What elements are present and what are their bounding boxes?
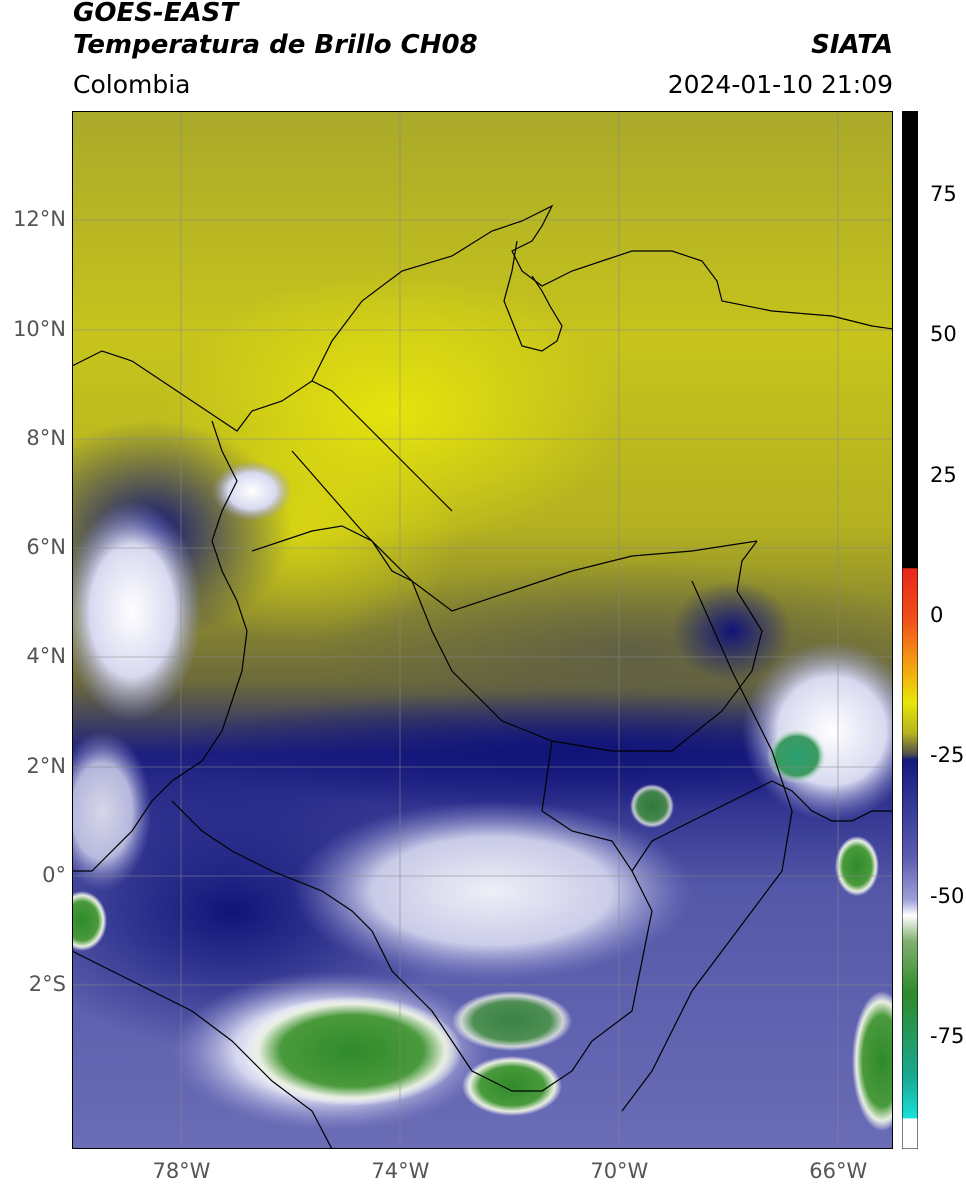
satellite-title: GOES-EAST [73, 0, 239, 28]
colorbar-tick-label: 75 [930, 182, 957, 207]
satellite-map [72, 111, 893, 1149]
colorbar-tick-label: 50 [930, 322, 957, 347]
cloud-top [72, 501, 202, 721]
lat-tick-label: 12°N [13, 207, 66, 232]
colorbar-tick-label: 25 [930, 462, 957, 487]
product-title: Temperatura de Brillo CH08 [73, 30, 478, 60]
cold-core [242, 996, 462, 1106]
graticule [72, 111, 893, 1149]
lat-tick-label: 6°N [26, 535, 66, 560]
colorbar-tick-label: 0 [930, 602, 944, 627]
colorbar-tick-label: -25 [930, 743, 965, 768]
lat-tick-label: 10°N [13, 316, 66, 341]
agency-label: SIATA [811, 30, 893, 60]
lat-tick-label: 8°N [26, 425, 66, 450]
lon-tick-label: 78°W [152, 1159, 211, 1183]
lat-tick-label: 2°S [28, 972, 66, 997]
region-label: Colombia [73, 70, 191, 99]
lat-tick-label: 4°N [26, 644, 66, 669]
lat-tick-label: 0° [42, 862, 66, 887]
colorbar [902, 111, 918, 1149]
cold-band [152, 691, 893, 811]
colorbar-tick-label: -50 [930, 883, 965, 908]
lon-tick-label: 70°W [590, 1159, 649, 1183]
lat-tick-label: 2°N [26, 753, 66, 778]
colorbar-tick-label: -75 [930, 1023, 965, 1048]
lon-tick-label: 66°W [809, 1159, 868, 1183]
lon-tick-label: 74°W [371, 1159, 430, 1183]
coastlines-and-borders [72, 204, 893, 1149]
datetime-label: 2024-01-10 21:09 [667, 70, 893, 99]
